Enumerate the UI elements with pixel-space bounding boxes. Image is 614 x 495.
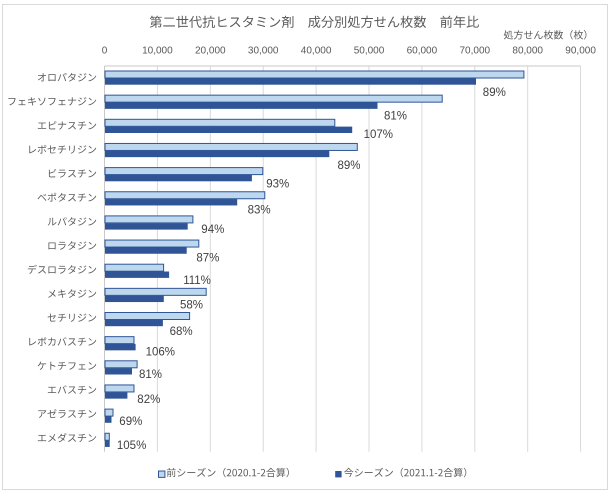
svg-text:10,000: 10,000 xyxy=(142,46,173,57)
svg-text:90,000: 90,000 xyxy=(565,46,596,57)
svg-text:111%: 111% xyxy=(183,275,211,287)
svg-text:93%: 93% xyxy=(266,178,289,190)
svg-text:20,000: 20,000 xyxy=(195,46,226,57)
svg-text:87%: 87% xyxy=(196,252,219,264)
svg-text:30,000: 30,000 xyxy=(248,46,279,57)
svg-text:40,000: 40,000 xyxy=(301,46,332,57)
svg-text:60,000: 60,000 xyxy=(407,46,438,57)
svg-text:94%: 94% xyxy=(201,224,224,236)
svg-text:82%: 82% xyxy=(137,394,160,406)
svg-text:50,000: 50,000 xyxy=(354,46,385,57)
svg-text:81%: 81% xyxy=(384,111,407,123)
svg-text:105%: 105% xyxy=(117,440,146,452)
svg-text:106%: 106% xyxy=(146,347,175,359)
svg-text:83%: 83% xyxy=(248,205,271,217)
svg-text:58%: 58% xyxy=(180,299,203,311)
svg-text:89%: 89% xyxy=(338,160,361,172)
svg-text:89%: 89% xyxy=(483,87,506,99)
svg-text:70,000: 70,000 xyxy=(460,46,491,57)
svg-text:68%: 68% xyxy=(170,326,193,338)
svg-text:81%: 81% xyxy=(139,369,162,381)
svg-text:80,000: 80,000 xyxy=(512,46,543,57)
svg-text:0: 0 xyxy=(102,46,108,57)
svg-text:107%: 107% xyxy=(364,129,393,141)
svg-text:69%: 69% xyxy=(119,416,142,428)
